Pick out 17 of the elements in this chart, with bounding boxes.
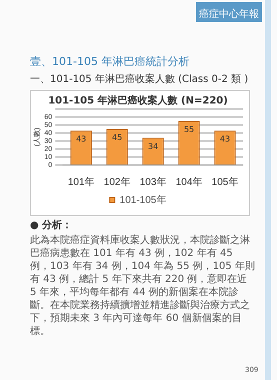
data-label: 45	[112, 133, 122, 142]
x-tick-label: 102年	[104, 176, 130, 188]
text: 癌症中心年報	[196, 2, 262, 22]
data-label: 55	[184, 125, 194, 134]
data-label: 43	[220, 134, 230, 144]
text: 壹、101-105 年淋巴癌統計分析	[30, 54, 190, 69]
x-tick-label: 101年	[68, 176, 95, 188]
legend-label: 101-105年	[120, 194, 166, 206]
x-tick-label: 103年	[140, 176, 166, 188]
data-label: 43	[76, 134, 86, 144]
data-label: 34	[148, 142, 158, 151]
text: ● 分析：	[30, 218, 74, 232]
text: 一、101-105 年淋巴癌收案人數 (Class 0-2 類 )	[30, 72, 250, 86]
chart-title: 101-105 年淋巴癌收案人數 (N=220)	[48, 94, 228, 107]
x-tick-label: 104年	[176, 176, 202, 188]
text: 此為本院癌症資料庫收案人數狀況，本院診斷之淋巴癌病患數在 101 年有 43 例，102 年有 45 例，103 年有 34 例，104 年為 55 例，105 年則有 43 例，總計 5 年下來共有 220 例，意即在近 5 年來，平均每年都有 44 例的新個案在本院診斷。在本院業務持續擴增並精進診斷與治療方式之下，預期未來 3 年內可達每年 60 個新個案的目標。	[30, 234, 255, 338]
x-tick-label: 105年	[212, 176, 238, 188]
